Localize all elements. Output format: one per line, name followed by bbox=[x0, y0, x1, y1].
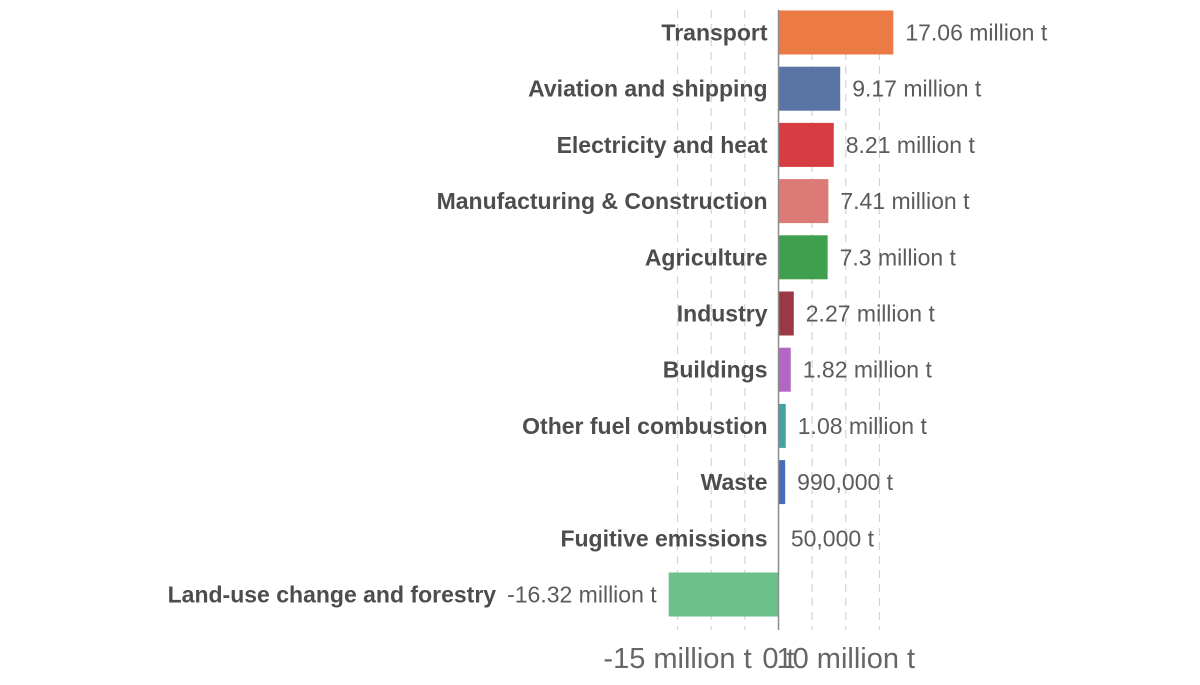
category-label-waste: Waste bbox=[701, 469, 768, 495]
category-label-buildings: Buildings bbox=[663, 357, 768, 383]
category-label-land-use-change-and-forestry: Land-use change and forestry bbox=[168, 582, 497, 608]
value-label-waste: 990,000 t bbox=[797, 469, 894, 495]
category-label-aviation-and-shipping: Aviation and shipping bbox=[528, 76, 767, 102]
bar-other-fuel-combustion bbox=[778, 403, 786, 448]
value-label-electricity-and-heat: 8.21 million t bbox=[846, 132, 976, 158]
x-tick-label: 10 million t bbox=[776, 643, 915, 675]
value-label-industry: 2.27 million t bbox=[806, 301, 936, 327]
x-tick-label: -15 million t bbox=[603, 643, 751, 675]
bar-aviation-and-shipping bbox=[778, 66, 841, 111]
category-label-agriculture: Agriculture bbox=[645, 244, 768, 270]
category-label-industry: Industry bbox=[677, 301, 768, 327]
value-label-land-use-change-and-forestry: -16.32 million t bbox=[507, 582, 657, 608]
bar-land-use-change-and-forestry bbox=[668, 572, 779, 617]
value-label-agriculture: 7.3 million t bbox=[840, 244, 957, 270]
value-label-aviation-and-shipping: 9.17 million t bbox=[852, 76, 982, 102]
grid-layer bbox=[676, 10, 881, 630]
bar-buildings bbox=[778, 347, 791, 392]
value-label-transport: 17.06 million t bbox=[905, 20, 1048, 46]
bar-electricity-and-heat bbox=[778, 122, 834, 167]
bar-industry bbox=[778, 291, 794, 336]
value-label-other-fuel-combustion: 1.08 million t bbox=[798, 413, 928, 439]
category-label-fugitive-emissions: Fugitive emissions bbox=[560, 525, 767, 551]
bar-agriculture bbox=[778, 235, 828, 280]
bar-layer bbox=[668, 10, 894, 617]
bar-transport bbox=[778, 10, 894, 55]
label-layer: 17.06 million t Transport 9.17 million t Av… bbox=[168, 20, 1048, 608]
x-axis: -15 million t 0 t10 million t bbox=[603, 10, 915, 675]
category-label-manufacturing-and-construction: Manufacturing & Construction bbox=[437, 188, 768, 214]
bar-manufacturing-and-construction bbox=[778, 179, 829, 224]
value-label-manufacturing-and-construction: 7.41 million t bbox=[840, 188, 970, 214]
category-label-other-fuel-combustion: Other fuel combustion bbox=[522, 413, 767, 439]
category-label-electricity-and-heat: Electricity and heat bbox=[557, 132, 768, 158]
category-label-transport: Transport bbox=[661, 20, 767, 46]
bar-waste bbox=[778, 460, 786, 505]
value-label-buildings: 1.82 million t bbox=[803, 357, 933, 383]
value-label-fugitive-emissions: 50,000 t bbox=[791, 525, 875, 551]
x-tick-label: 0 t bbox=[762, 643, 794, 675]
